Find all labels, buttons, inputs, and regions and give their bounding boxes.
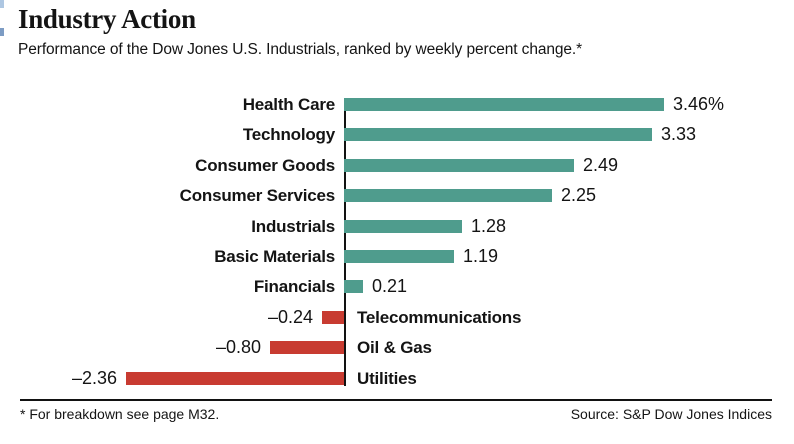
- value-label: –0.80: [215, 337, 261, 357]
- category-label: Consumer Services: [179, 186, 336, 205]
- category-label: Financials: [253, 277, 335, 296]
- value-label: 1.19: [463, 246, 499, 266]
- category-label: Telecommunications: [357, 308, 522, 327]
- bar-row: Technology 3.33: [0, 122, 794, 147]
- zero-axis-line: [344, 98, 346, 386]
- bar-row: Utilities –2.36: [0, 366, 794, 391]
- category-label: Consumer Goods: [195, 156, 335, 175]
- bar-row: Basic Materials 1.19: [0, 244, 794, 269]
- page-title: Industry Action: [18, 4, 196, 34]
- value-label: 2.49: [583, 155, 619, 175]
- bar-negative: [126, 372, 344, 385]
- value-label: 2.25: [561, 185, 597, 205]
- page-edge-artifact-bottom: [0, 28, 4, 36]
- bar-row: Financials 0.21: [0, 274, 794, 299]
- footer-divider: [20, 399, 772, 401]
- bar-negative: [322, 311, 344, 324]
- category-label: Utilities: [357, 369, 417, 388]
- page-edge-artifact-top: [0, 0, 4, 8]
- chart-subtitle: Performance of the Dow Jones U.S. Indust…: [18, 41, 583, 58]
- value-label: 1.28: [471, 216, 507, 236]
- value-label: 3.33: [661, 124, 697, 144]
- bar-row: Telecommunications –0.24: [0, 305, 794, 330]
- value-label: 0.21: [372, 276, 408, 296]
- bar-positive: [344, 250, 454, 263]
- bar-row: Consumer Services 2.25: [0, 183, 794, 208]
- source-credit: Source: S&P Dow Jones Indices: [570, 406, 772, 422]
- category-label: Basic Materials: [214, 247, 335, 266]
- bar-positive: [344, 98, 664, 111]
- footer: * For breakdown see page M32. Source: S&…: [0, 406, 794, 422]
- value-label: –0.24: [267, 307, 313, 327]
- value-label: 3.46%: [673, 94, 725, 114]
- bar-positive: [344, 189, 552, 202]
- bar-positive: [344, 159, 574, 172]
- bar-positive: [344, 220, 462, 233]
- category-label: Technology: [242, 125, 335, 144]
- bar-positive: [344, 128, 652, 141]
- category-label: Oil & Gas: [357, 338, 432, 357]
- bar-row: Health Care 3.46%: [0, 92, 794, 117]
- bar-positive: [344, 280, 363, 293]
- footnote: * For breakdown see page M32.: [20, 406, 220, 422]
- bar-row: Industrials 1.28: [0, 214, 794, 239]
- value-label: –2.36: [71, 368, 117, 388]
- category-label: Health Care: [242, 95, 335, 114]
- bar-negative: [270, 341, 344, 354]
- category-label: Industrials: [251, 217, 335, 236]
- bar-chart: Health Care 3.46% Technology 3.33 Consumer G…: [0, 92, 794, 394]
- bar-row: Oil & Gas –0.80: [0, 335, 794, 360]
- bar-row: Consumer Goods 2.49: [0, 153, 794, 178]
